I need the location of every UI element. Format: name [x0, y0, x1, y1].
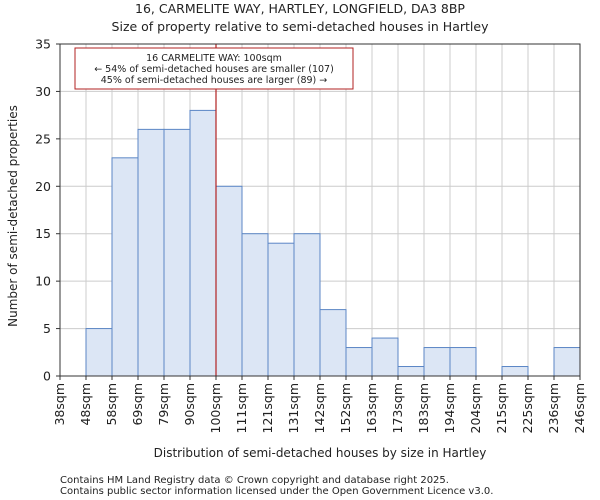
- bar: [137, 128, 165, 377]
- x-tick-label: 142sqm: [312, 383, 327, 433]
- bar: [501, 366, 529, 377]
- y-tick-label: 5: [43, 321, 51, 336]
- y-axis: 0 5 10 15 20 25 30 35: [35, 37, 60, 384]
- x-tick-label: 48sqm: [78, 383, 93, 426]
- bar: [449, 347, 477, 377]
- x-tick-label: 79sqm: [156, 383, 171, 426]
- x-tick-label: 131sqm: [286, 383, 301, 433]
- bar: [215, 185, 243, 377]
- x-tick-label: 163sqm: [364, 383, 379, 433]
- chart-subtitle: Size of property relative to semi-detach…: [112, 19, 490, 34]
- bar: [371, 337, 399, 377]
- y-tick-label: 15: [35, 226, 51, 241]
- annotation-box: 16 CARMELITE WAY: 100sqm ← 54% of semi-d…: [74, 47, 354, 90]
- annotation-line-3: 45% of semi-detached houses are larger (…: [101, 75, 328, 86]
- x-tick-label: 69sqm: [130, 383, 145, 426]
- x-tick-label: 225sqm: [520, 383, 535, 433]
- x-tick-label: 194sqm: [442, 383, 457, 433]
- footer-line-1: Contains HM Land Registry data © Crown c…: [60, 475, 449, 486]
- x-tick-label: 236sqm: [546, 383, 561, 433]
- x-tick-label: 173sqm: [390, 383, 405, 433]
- bar: [397, 366, 425, 377]
- annotation-line-2: ← 54% of semi-detached houses are smalle…: [94, 64, 334, 75]
- bar: [423, 347, 451, 377]
- y-tick-label: 35: [35, 37, 51, 52]
- x-tick-label: 204sqm: [468, 383, 483, 433]
- bar: [85, 328, 113, 377]
- x-tick-label: 58sqm: [104, 383, 119, 426]
- annotation-line-1: 16 CARMELITE WAY: 100sqm: [146, 53, 282, 64]
- x-tick-label: 183sqm: [416, 383, 431, 433]
- y-tick-label: 25: [35, 131, 51, 146]
- bar: [111, 157, 139, 377]
- x-tick-label: 215sqm: [494, 383, 509, 433]
- x-axis: 38sqm 48sqm 58sqm 69sqm 79sqm 90sqm 100sqm 111s…: [52, 376, 587, 433]
- x-axis-label: Distribution of semi-detached houses by …: [154, 446, 487, 460]
- y-axis-label: Number of semi-detached properties: [6, 105, 20, 327]
- bars: [85, 109, 581, 377]
- y-tick-label: 20: [35, 179, 51, 194]
- bar: [319, 309, 347, 377]
- x-tick-label: 90sqm: [182, 383, 197, 426]
- chart-title: 16, CARMELITE WAY, HARTLEY, LONGFIELD, D…: [135, 1, 465, 16]
- x-tick-label: 38sqm: [52, 383, 67, 426]
- y-tick-label: 0: [43, 369, 51, 384]
- bar: [163, 128, 191, 377]
- x-tick-label: 152sqm: [338, 383, 353, 433]
- bar: [189, 109, 217, 377]
- bar: [267, 242, 295, 377]
- x-tick-label: 100sqm: [208, 383, 223, 433]
- x-tick-label: 246sqm: [572, 383, 587, 433]
- y-tick-label: 10: [35, 274, 51, 289]
- bar: [345, 347, 373, 377]
- annotation-frame: [74, 47, 354, 90]
- bar: [553, 347, 581, 377]
- bar: [293, 233, 321, 377]
- footer-line-2: Contains public sector information licen…: [60, 486, 493, 497]
- x-tick-label: 121sqm: [260, 383, 275, 433]
- x-tick-label: 111sqm: [234, 383, 249, 433]
- bar: [241, 233, 269, 377]
- y-tick-label: 30: [35, 84, 51, 99]
